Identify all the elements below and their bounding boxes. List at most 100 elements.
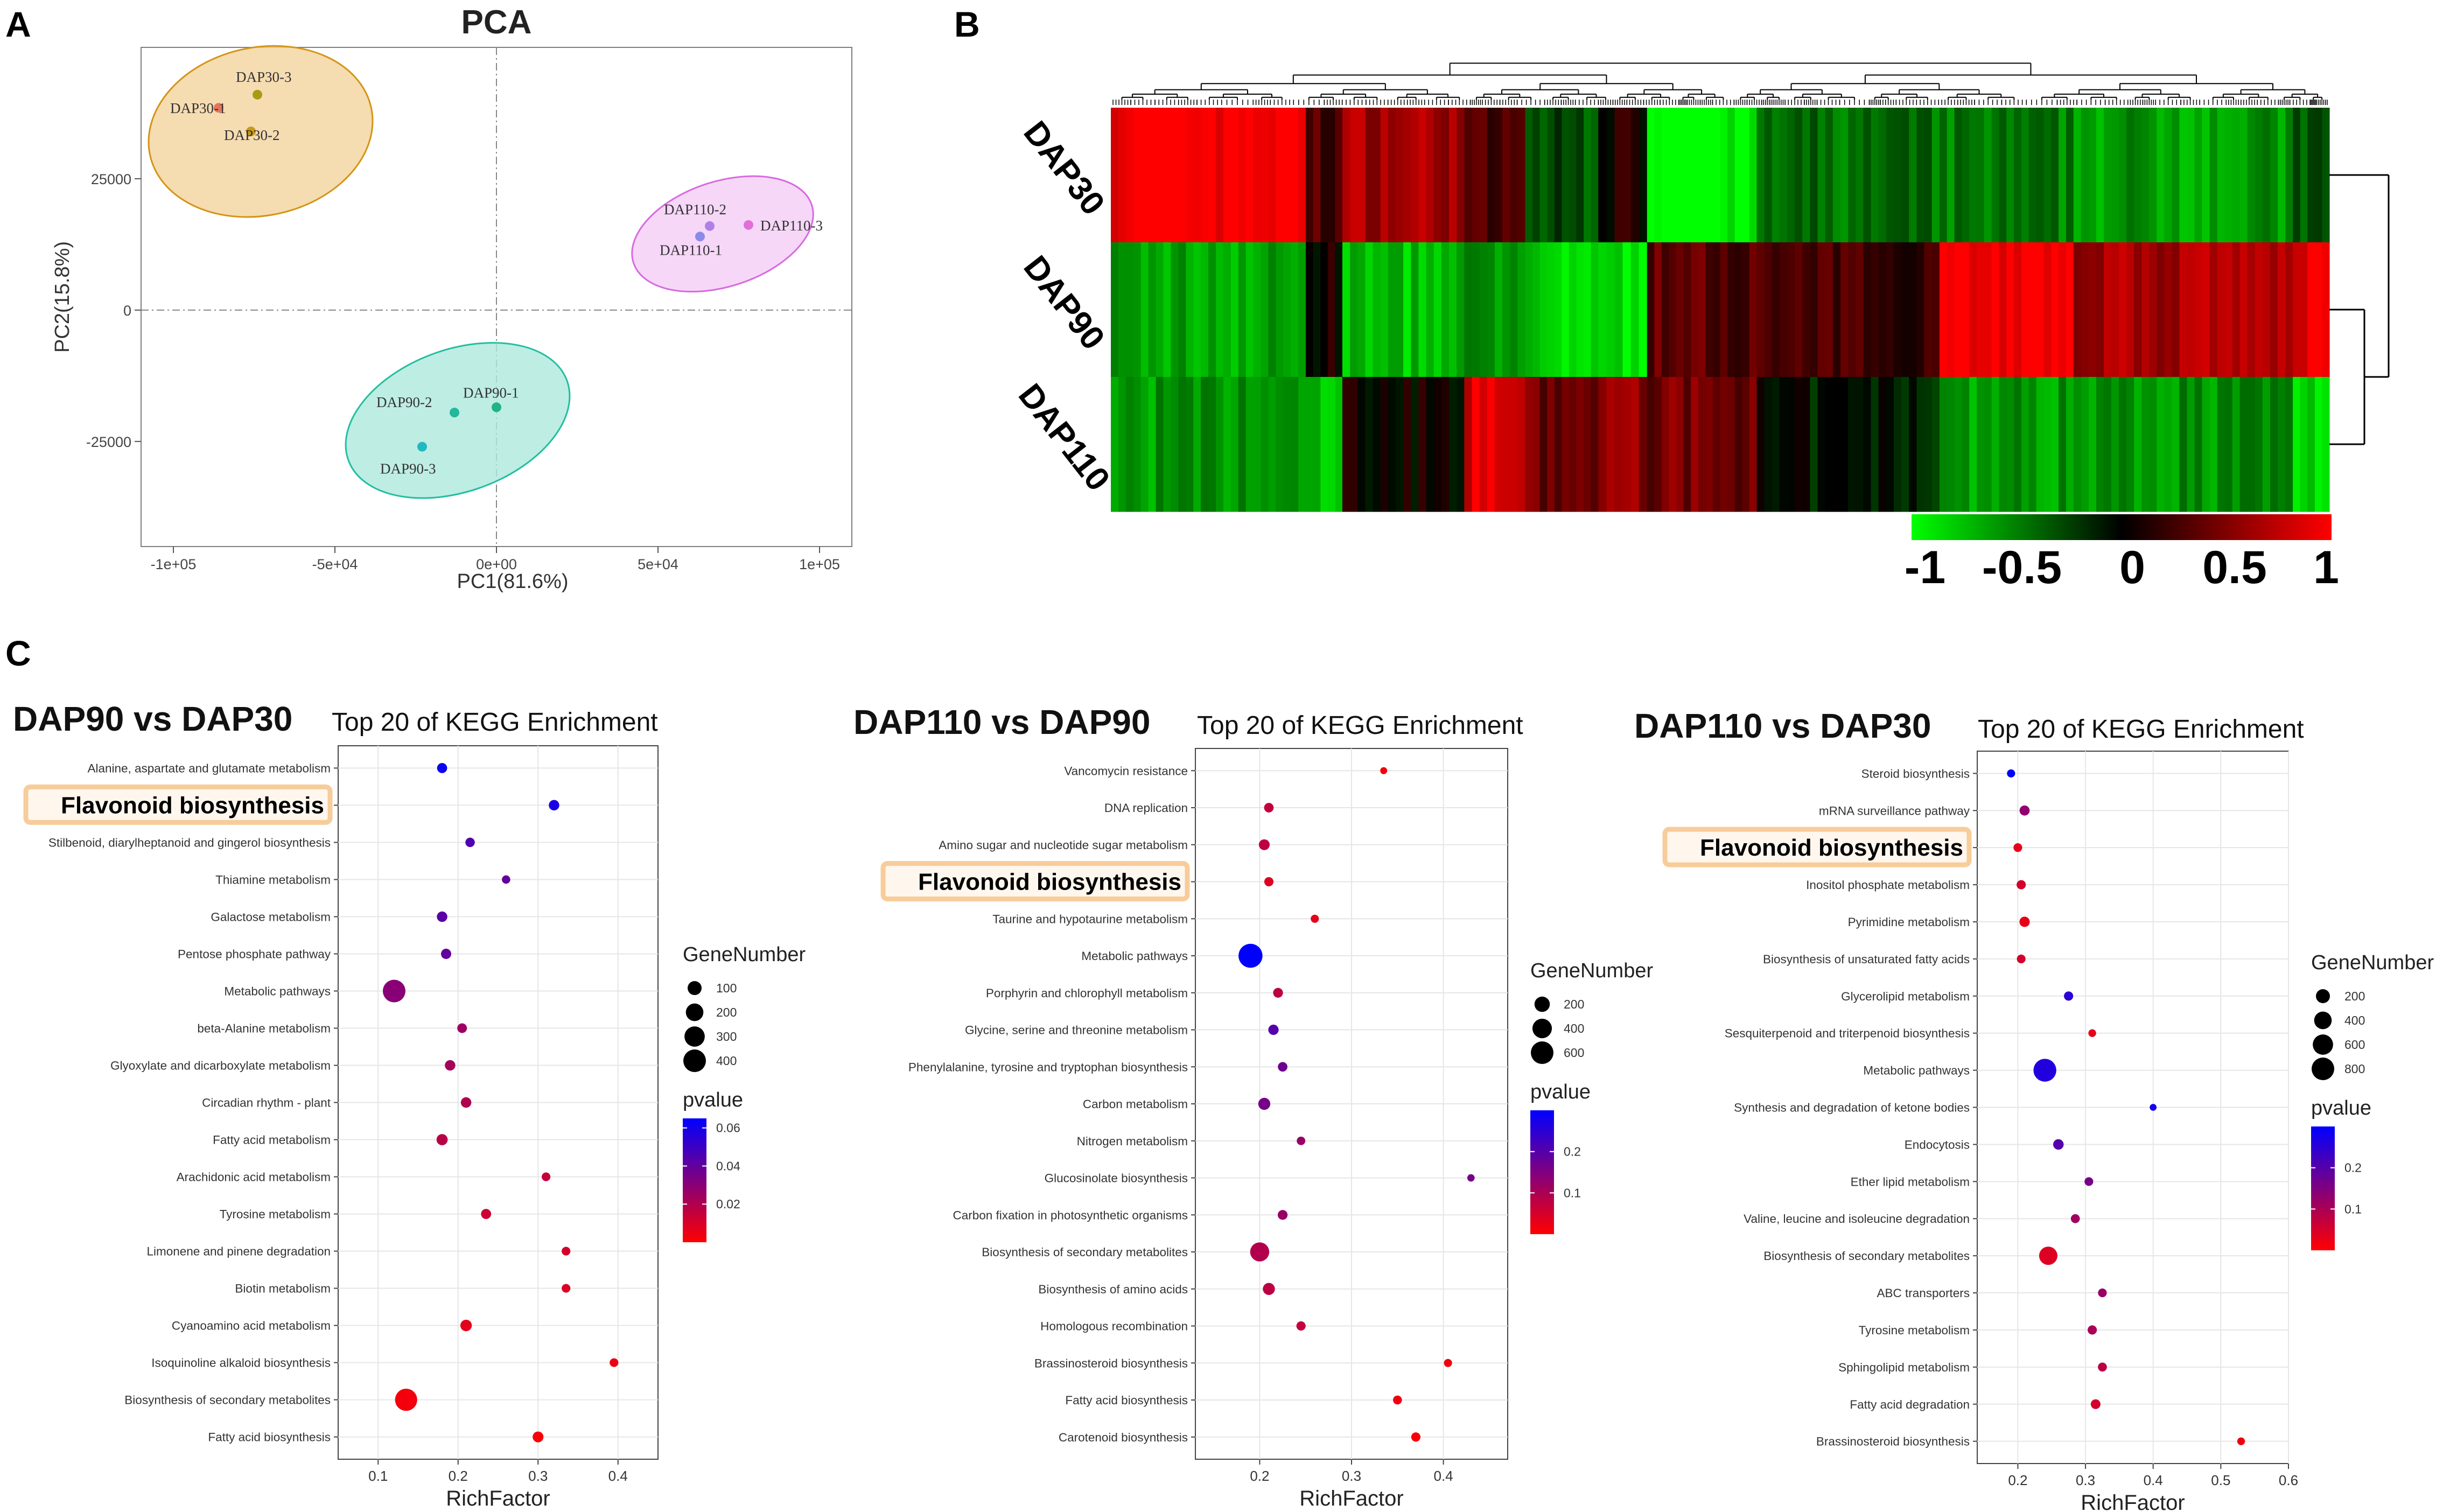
heatmap-cell [2209, 377, 2218, 512]
heatmap-cell [1306, 242, 1314, 377]
kegg-chart-dap110-vs-dap90: DAP110 vs DAP90 Top 20 of KEGG Enrichment… [853, 703, 1653, 1510]
kegg-point [542, 1172, 551, 1181]
heatmap-cell [1848, 108, 1856, 243]
heatmap-cell [1840, 242, 1849, 377]
heatmap-cell [1320, 108, 1328, 243]
heatmap-cell [1208, 108, 1216, 243]
heatmap-cell [1253, 108, 1262, 243]
kegg-term-label: Synthesis and degradation of ketone bodi… [1734, 1101, 1970, 1115]
heatmap-cell [1335, 108, 1343, 243]
kegg-size-legend-label: 300 [716, 1030, 737, 1044]
heatmap-cell [1779, 108, 1788, 243]
heatmap-cell [1863, 377, 1872, 512]
heatmap-cell [1669, 108, 1677, 243]
heatmap-cell [1647, 377, 1655, 512]
heatmap-cell [1683, 242, 1691, 377]
kegg-point [1238, 943, 1263, 968]
heatmap-cell [1494, 377, 1503, 512]
heatmap-cell [2300, 242, 2308, 377]
kegg-point [2017, 880, 2026, 890]
kegg-term-label-highlight: Flavonoid biosynthesis [1700, 835, 1963, 861]
heatmap-cell [1350, 242, 1358, 377]
heatmap-cell [1756, 108, 1765, 243]
heatmap-cell [1238, 377, 1247, 512]
heatmap-cell [2119, 108, 2127, 243]
heatmap-cell [1380, 242, 1389, 377]
heatmap-cell [1832, 108, 1841, 243]
heatmap-cell [2307, 108, 2315, 243]
heatmap-cell [2202, 377, 2210, 512]
heatmap-cell [2278, 108, 2286, 243]
heatmap-cell [1215, 108, 1224, 243]
kegg-term-label: beta-Alanine metabolism [197, 1021, 331, 1035]
heatmap-cell [1441, 108, 1450, 243]
heatmap-cell [2247, 377, 2256, 512]
heatmap-cell [1441, 377, 1450, 512]
heatmap-cell [1734, 377, 1742, 512]
pca-point-label: DAP30-3 [236, 69, 292, 85]
heatmap-cell [1335, 242, 1343, 377]
kegg-color-legend-label: 0.1 [1564, 1186, 1581, 1200]
heatmap-cell [1554, 108, 1562, 243]
heatmap-cell [1510, 242, 1518, 377]
heatmap-cell [1320, 377, 1328, 512]
heatmap-cell [1283, 242, 1291, 377]
heatmap-cell [1261, 242, 1269, 377]
heatmap-cell [2081, 377, 2089, 512]
kegg-term-label: Stilbenoid, diarylheptanoid and gingerol… [48, 836, 331, 849]
heatmap-cell [1720, 377, 1728, 512]
kegg-size-legend-label: 200 [716, 1005, 737, 1019]
heatmap-colorbar-label: -1 [1905, 542, 1945, 593]
heatmap-cell [1539, 377, 1548, 512]
kegg-point [2013, 843, 2022, 852]
heatmap-cell [1448, 108, 1457, 243]
heatmap-cell [1832, 242, 1841, 377]
heatmap-cell [2278, 242, 2286, 377]
kegg-point [1278, 1062, 1287, 1072]
heatmap-cell [2217, 242, 2225, 377]
heatmap-cell [2088, 377, 2097, 512]
heatmap-cell [1118, 377, 1126, 512]
heatmap-cell [1893, 377, 1902, 512]
kegg-point [610, 1358, 619, 1367]
heatmap-cell [2270, 377, 2278, 512]
kegg-size-legend-label: 400 [2344, 1013, 2365, 1027]
pca-y-axis-label: PC2(15.8%) [51, 241, 74, 353]
heatmap-cell [1810, 242, 1818, 377]
heatmap-cell [1418, 242, 1427, 377]
heatmap-cell [1591, 108, 1599, 243]
heatmap-cell [1426, 242, 1434, 377]
heatmap-cell [1863, 242, 1872, 377]
pca-point-label: DAP30-2 [224, 127, 280, 143]
heatmap-cell [1472, 108, 1480, 243]
heatmap-cell [2066, 377, 2074, 512]
heatmap-cell [1230, 108, 1239, 243]
kegg-term-label: Biotin metabolism [235, 1282, 331, 1296]
heatmap-cell [1742, 377, 1750, 512]
heatmap-cell [2073, 377, 2082, 512]
kegg-x-tick-label: 0.4 [2144, 1472, 2163, 1488]
heatmap-cell [1171, 377, 1179, 512]
kegg-term-label: Nitrogen metabolism [1077, 1135, 1188, 1148]
heatmap-cell [1313, 242, 1321, 377]
heatmap-cell [1840, 377, 1849, 512]
heatmap-cell [1848, 377, 1856, 512]
heatmap-cell [1365, 377, 1374, 512]
heatmap-cell [1893, 242, 1902, 377]
heatmap-cell [1193, 242, 1201, 377]
heatmap-cell [1539, 242, 1548, 377]
kegg-chart-dap90-vs-dap30: DAP90 vs DAP30 Top 20 of KEGG Enrichment 0… [13, 699, 806, 1510]
heatmap-cell [1669, 242, 1677, 377]
kegg-term-label: Thiamine metabolism [215, 873, 331, 886]
heatmap-cell [2270, 108, 2278, 243]
heatmap-cell [1683, 108, 1691, 243]
heatmap-cell [1939, 108, 1948, 243]
kegg-color-legend-label: 0.1 [2344, 1202, 2362, 1216]
heatmap-cell [1727, 242, 1735, 377]
kegg-term-label: Carotenoid biosynthesis [1059, 1431, 1188, 1444]
heatmap-cell [1517, 377, 1526, 512]
heatmap-cell [2036, 242, 2045, 377]
kegg-point [1250, 1242, 1270, 1262]
heatmap-cell [1817, 377, 1826, 512]
heatmap-cell [2322, 108, 2330, 243]
